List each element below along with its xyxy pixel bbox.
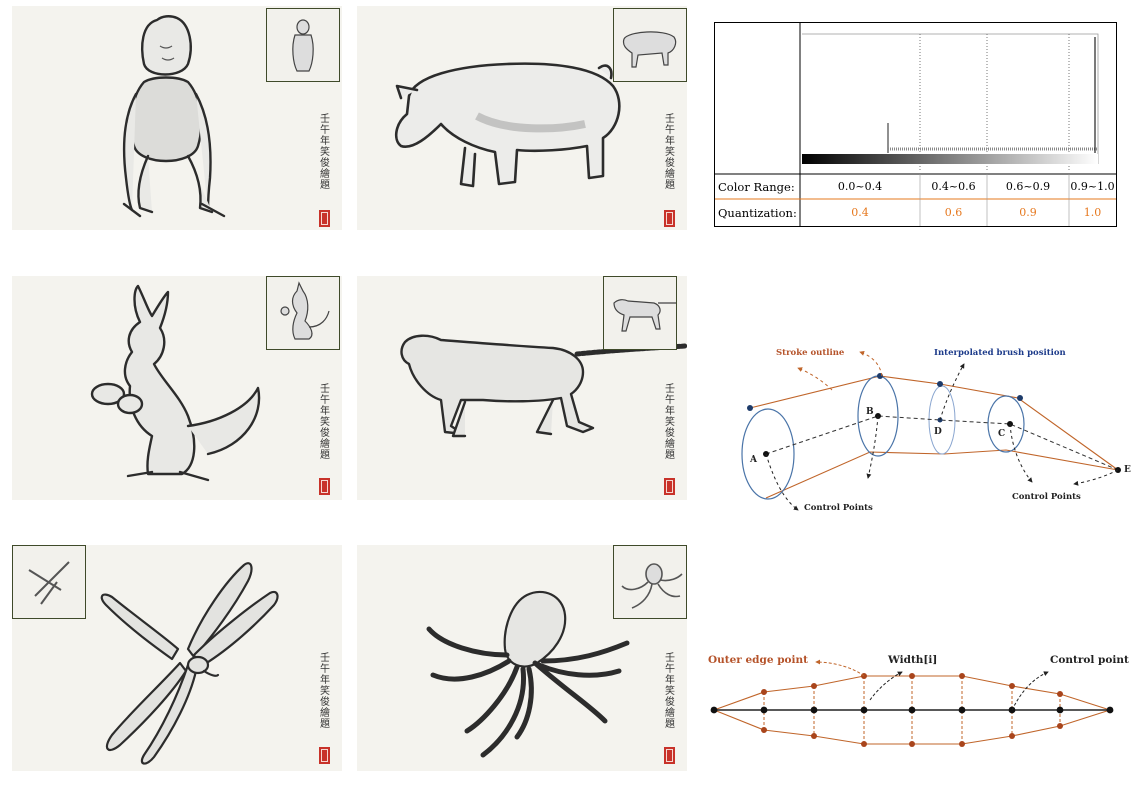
octopus-thumbnail <box>613 545 687 619</box>
width-diagram-drawing <box>710 659 1114 747</box>
width-diagram: Outer edge point Width[i] Control point <box>704 650 1134 756</box>
kangaroo-thumbnail <box>266 276 340 350</box>
range-cell: 0.6~0.9 <box>1005 180 1051 193</box>
color-range-row: Color Range: 0.0~0.4 0.4~0.6 0.6~0.9 0.9… <box>715 174 1116 199</box>
red-seal <box>664 478 675 495</box>
outer-edge-label: Outer edge point <box>708 654 809 666</box>
painting-dog: 壬午年 笑俊繪題 <box>357 276 687 500</box>
color-range-table: Color Range: 0.0~0.4 0.4~0.6 0.6~0.9 0.9… <box>714 22 1117 227</box>
calligraphy-signature: 壬午年 笑俊繪題 <box>320 114 340 191</box>
point-label-c: C <box>998 429 1005 439</box>
dragonfly-figure <box>100 562 279 765</box>
control-points-left-label: Control Points <box>804 503 873 513</box>
quant-cell: 0.4 <box>851 206 869 219</box>
monkey-thumbnail <box>266 8 340 82</box>
point-label-e: E <box>1124 465 1131 475</box>
histogram-chart <box>715 23 1116 226</box>
point-label-a: A <box>749 455 758 465</box>
calligraphy-signature: 壬午年 笑俊繪題 <box>320 384 340 461</box>
monkey-figure <box>122 15 226 218</box>
control-points-right-label: Control Points <box>1012 492 1081 502</box>
control-point-label: Control point <box>1050 654 1129 666</box>
quantization-label: Quantization: <box>718 205 797 220</box>
dragonfly-thumbnail <box>12 545 86 619</box>
red-seal <box>319 210 330 227</box>
width-label: Width[i] <box>888 654 938 666</box>
painting-kangaroo: 壬午年 笑俊繪題 <box>12 276 342 500</box>
range-cell: 0.4~0.6 <box>931 180 976 193</box>
kangaroo-figure <box>90 284 261 482</box>
quant-cell: 0.6 <box>944 206 963 219</box>
painting-octopus: 壬午年 笑俊繪題 <box>357 545 687 771</box>
quant-cell: 1.0 <box>1083 206 1102 219</box>
dog-figure <box>400 334 687 438</box>
painting-monkey: 壬午年 笑俊繪題 <box>12 6 342 230</box>
dog-thumbnail <box>603 276 677 350</box>
red-seal <box>319 478 330 495</box>
painting-pig: 壬午年 笑俊繪題 <box>357 6 687 230</box>
point-label-d: D <box>934 427 942 437</box>
range-cell: 0.0~0.4 <box>837 180 883 193</box>
red-seal <box>319 747 330 764</box>
calligraphy-signature: 壬午年 笑俊繪題 <box>665 653 685 730</box>
point-label-b: B <box>866 407 874 417</box>
interpolated-brush-label: Interpolated brush position <box>934 348 1066 358</box>
calligraphy-signature: 壬午年 笑俊繪題 <box>665 384 685 461</box>
red-seal <box>664 210 675 227</box>
stroke-diagram: A B C D E Stroke outline Interpolated br… <box>712 330 1132 520</box>
octopus-figure <box>426 590 630 758</box>
calligraphy-signature: 壬午年 笑俊繪題 <box>320 653 340 730</box>
quant-cell: 0.9 <box>1019 206 1037 219</box>
color-range-label: Color Range: <box>718 179 795 194</box>
stroke-outline-label: Stroke outline <box>776 348 845 358</box>
pig-thumbnail <box>613 8 687 82</box>
quantization-row: Quantization: 0.4 0.6 0.9 1.0 <box>715 199 1116 226</box>
calligraphy-signature: 壬午年 笑俊繪題 <box>665 114 685 191</box>
pig-figure <box>394 62 621 188</box>
painting-dragonfly: 壬午年 笑俊繪題 <box>12 545 342 771</box>
stroke-diagram-drawing: A B C D E <box>741 350 1131 511</box>
red-seal <box>664 747 675 764</box>
range-cell: 0.9~1.0 <box>1070 180 1115 193</box>
